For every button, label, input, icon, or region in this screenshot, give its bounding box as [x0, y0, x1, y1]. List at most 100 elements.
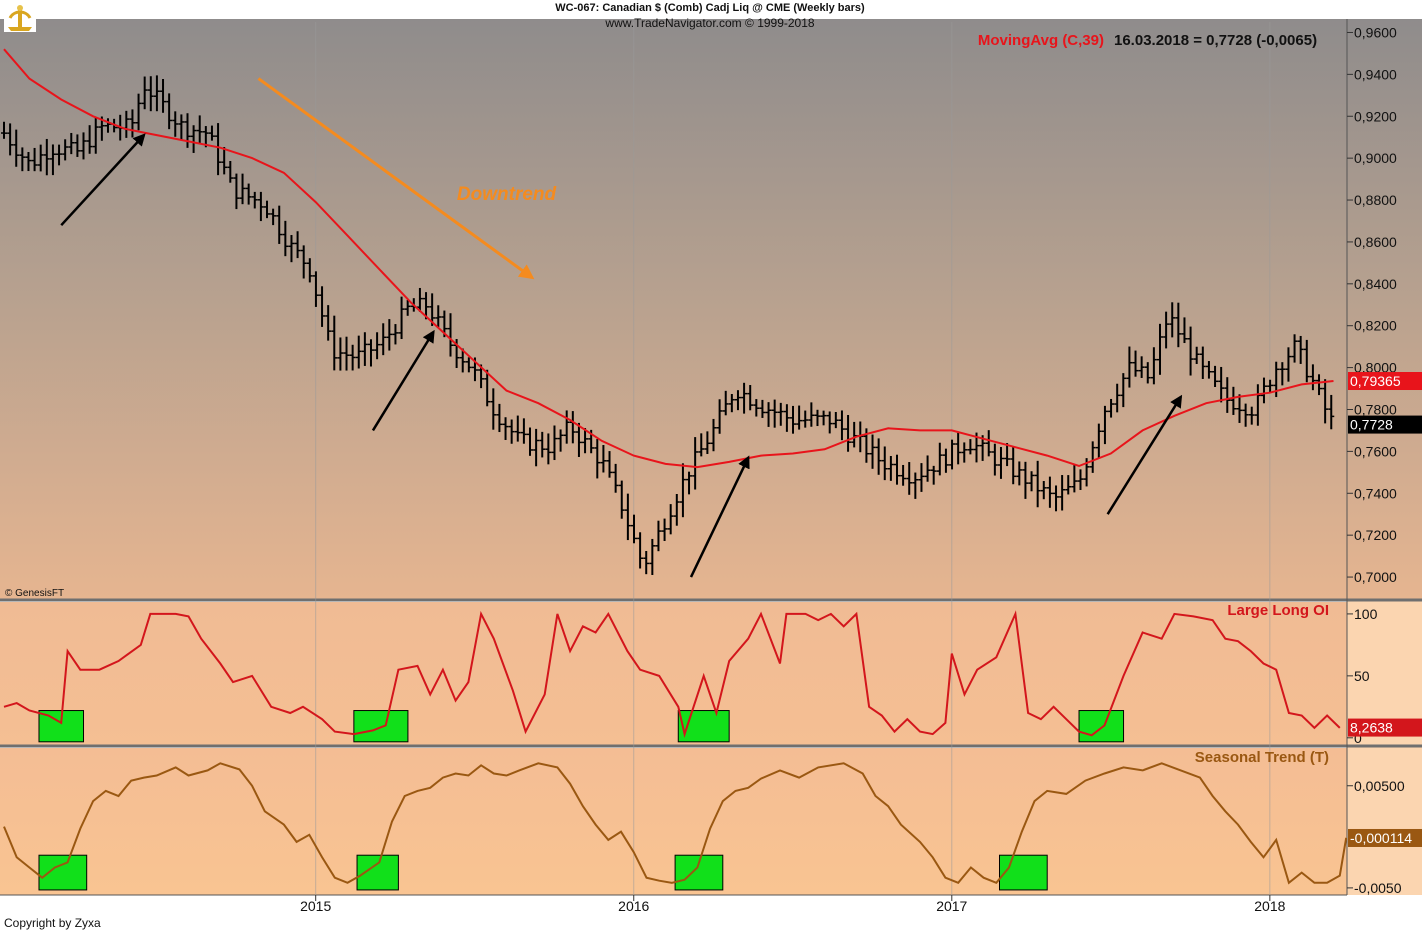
trade-navigator-logo-icon[interactable] [4, 4, 36, 32]
genesis-credit: © GenesisFT [5, 588, 64, 599]
price-bar [367, 339, 374, 367]
chart-header-title: WC-067: Canadian $ (Comb) Cadj Liq @ CME… [555, 2, 865, 14]
price-bar [906, 462, 913, 495]
price-bar [912, 472, 919, 499]
price-tick-label: 0,7000 [1354, 569, 1397, 585]
ma-legend: MovingAvg (C,39) [978, 32, 1104, 49]
price-bar [661, 518, 668, 542]
price-bar [1181, 317, 1188, 344]
price-bar [686, 471, 693, 495]
price-bar [1028, 471, 1035, 492]
price-bar [520, 418, 527, 444]
chart-header-source: www.TradeNavigator.com © 1999-2018 [605, 16, 815, 30]
price-bar [759, 399, 766, 418]
price-bar [942, 448, 949, 473]
price-bar [74, 134, 81, 157]
price-bar [1046, 476, 1053, 508]
price-bar [1267, 379, 1274, 393]
price-bar [282, 220, 289, 257]
date-strip [0, 895, 1422, 931]
price-tick-label: 0,8400 [1354, 276, 1397, 292]
price-bar [135, 93, 142, 131]
price-tick-label: 0,9600 [1354, 24, 1397, 40]
price-bar [796, 405, 803, 430]
oi-tick-label: 0 [1354, 730, 1362, 746]
price-bar [802, 410, 809, 428]
price-bar [1242, 403, 1249, 427]
price-bar [502, 417, 509, 440]
price-bar [465, 357, 472, 373]
price-bar [398, 296, 405, 340]
price-bar [539, 431, 546, 458]
price-bar [337, 337, 344, 371]
price-bar [374, 332, 381, 360]
price-bar [832, 412, 839, 429]
oi-value-box-text: 8,2638 [1350, 720, 1393, 736]
price-bar [1205, 361, 1212, 379]
price-bar [1309, 364, 1316, 391]
last-close-box: 0,7728 [1348, 415, 1422, 434]
seasonal-highlight-box [38, 854, 88, 891]
price-bar [1077, 469, 1084, 490]
price-bar [1163, 311, 1170, 349]
price-bar [1328, 394, 1335, 430]
price-bar [429, 293, 436, 326]
price-bar [208, 125, 215, 141]
price-bar [459, 348, 466, 373]
price-bar [1248, 406, 1255, 425]
price-bar [900, 464, 907, 486]
price-bar [838, 410, 845, 441]
price-bar [1114, 383, 1121, 413]
price-bar [1022, 461, 1029, 499]
price-bar [716, 399, 723, 434]
price-bar [13, 129, 20, 167]
price-tick-label: 0,8200 [1354, 318, 1397, 334]
price-bar [820, 410, 827, 426]
price-bar [575, 422, 582, 457]
price-bar [612, 463, 619, 493]
oi-value-box: 8,2638 [1348, 718, 1422, 737]
price-bar [673, 493, 680, 526]
price-bar [380, 323, 387, 356]
price-bar [722, 390, 729, 416]
price-bar [160, 78, 167, 113]
price-bar [643, 550, 650, 575]
price-bar [985, 430, 992, 457]
price-bar [343, 336, 350, 371]
price-bar [43, 138, 50, 176]
oi-highlight-box [677, 710, 730, 743]
price-bar [196, 115, 203, 144]
price-bar [447, 313, 454, 357]
oi-title: Large Long OI [1227, 602, 1329, 619]
price-bar [955, 432, 962, 465]
price-bar [31, 147, 38, 172]
price-bar [276, 205, 283, 244]
seasonal-tick-label: -0,0050 [1354, 880, 1402, 896]
price-tick-label: 0,7600 [1354, 443, 1397, 459]
price-bar [918, 463, 925, 492]
seasonal-value-box: -0,000114 [1348, 828, 1422, 847]
price-tick-label: 0,8600 [1354, 234, 1397, 250]
price-bar [496, 403, 503, 433]
price-bar [49, 144, 56, 176]
moving-average-line [3, 48, 1334, 469]
price-bar [1053, 485, 1060, 512]
price-bar [355, 335, 362, 369]
year-label: 2015 [300, 898, 331, 914]
price-bar [233, 173, 240, 210]
price-bar [1108, 398, 1115, 418]
price-bar [1291, 334, 1298, 363]
price-bar [325, 305, 332, 341]
year-label: 2018 [1254, 898, 1285, 914]
price-bar [251, 191, 258, 209]
price-bar [1285, 347, 1292, 382]
seasonal-value-box-text: -0,000114 [1350, 830, 1412, 846]
price-bar [68, 132, 75, 155]
price-bar [869, 434, 876, 469]
uptrend-arrow [60, 133, 146, 227]
price-bar [1303, 339, 1310, 383]
price-bar [557, 429, 564, 452]
price-bar [129, 109, 136, 138]
price-bar [1138, 356, 1145, 378]
price-bar [190, 125, 197, 153]
